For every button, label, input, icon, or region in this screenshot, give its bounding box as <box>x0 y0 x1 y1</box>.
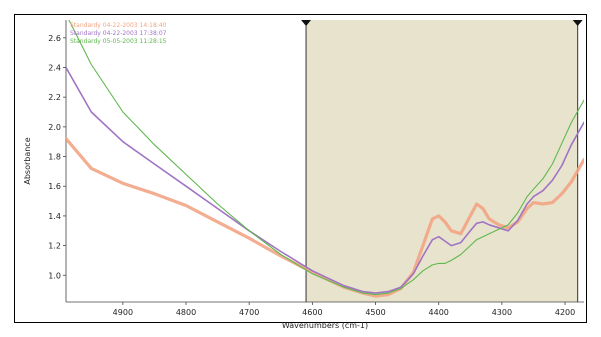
y-tick-label: 1.8 <box>48 153 61 162</box>
y-axis-title: Absorbance <box>23 137 32 184</box>
series-line-2 <box>66 66 584 294</box>
y-tick-label: 2.2 <box>48 93 61 102</box>
highlight-region <box>306 20 578 302</box>
region-marker-left <box>301 20 312 26</box>
y-tick-label: 2.6 <box>48 34 61 43</box>
x-tick-label: 4900 <box>113 308 133 317</box>
legend-entry-3: Standardy 05-05-2003 11:28:15 <box>70 38 167 45</box>
x-tick-label: 4400 <box>429 308 449 317</box>
x-tick-label: 4600 <box>302 308 322 317</box>
y-tick-label: 1.0 <box>48 271 61 280</box>
x-tick-label: 4200 <box>555 308 575 317</box>
x-axis-title: Wavenumbers (cm-1) <box>282 321 368 330</box>
x-tick-label: 4500 <box>365 308 385 317</box>
y-tick-label: 1.4 <box>48 212 61 221</box>
legend-entry-1: Standardy 04-22-2003 14:18:40 <box>70 22 167 29</box>
x-tick-label: 4800 <box>176 308 196 317</box>
region-marker-right <box>572 20 583 26</box>
legend-entry-2: Standardy 04-22-2003 17:38:07 <box>70 30 167 37</box>
x-tick-label: 4300 <box>492 308 512 317</box>
x-tick-label: 4700 <box>239 308 259 317</box>
y-tick-label: 1.2 <box>48 242 61 251</box>
y-tick-label: 1.6 <box>48 182 61 191</box>
series-line-1 <box>66 137 584 298</box>
y-tick-label: 2.4 <box>48 63 61 72</box>
series-line-3 <box>68 20 584 296</box>
y-tick-label: 2.0 <box>48 123 61 132</box>
